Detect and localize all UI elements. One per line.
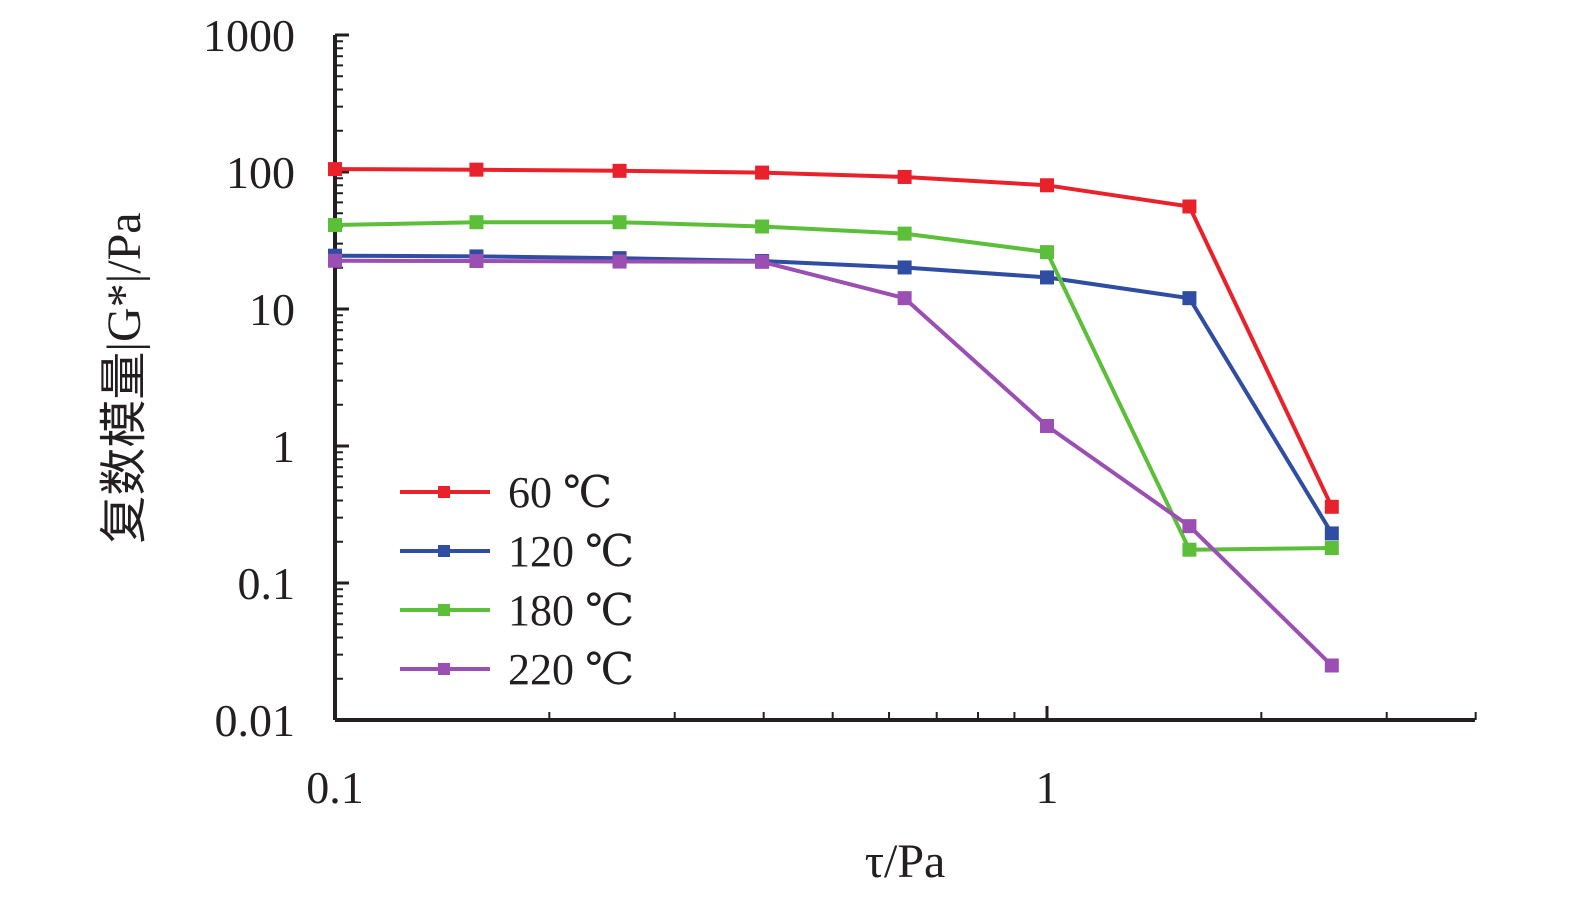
legend-item-3: 180 ℃ — [400, 586, 634, 635]
data-point — [1040, 270, 1054, 285]
legend-item-2: 120 ℃ — [400, 527, 634, 576]
series-3 — [328, 215, 1339, 557]
data-point — [1040, 418, 1054, 433]
data-point — [1324, 499, 1339, 514]
data-point — [328, 218, 342, 233]
legend-label: 180 ℃ — [508, 586, 634, 635]
data-point — [469, 254, 484, 269]
legend-marker — [438, 545, 450, 557]
data-point — [1040, 245, 1054, 260]
series-layer — [328, 162, 1339, 673]
data-point — [897, 226, 912, 241]
y-tick-label: 100 — [226, 147, 295, 198]
data-point — [1324, 658, 1339, 673]
y-tick-label: 1000 — [203, 10, 295, 61]
data-point — [1324, 526, 1339, 541]
data-point — [469, 215, 484, 230]
data-point — [469, 162, 484, 177]
y-tick-label: 0.01 — [215, 695, 296, 746]
series-line — [334, 253, 1334, 535]
series-4 — [328, 253, 1339, 673]
legend-item-4: 220 ℃ — [400, 645, 634, 694]
series-line — [334, 258, 1334, 667]
data-point — [897, 260, 912, 275]
data-point — [897, 169, 912, 184]
data-point — [1182, 542, 1197, 557]
y-tick-label: 10 — [249, 284, 295, 335]
data-point — [1040, 178, 1054, 193]
data-point — [1182, 291, 1197, 306]
series-2 — [328, 248, 1339, 541]
legend-marker — [438, 604, 450, 616]
data-point — [1182, 519, 1197, 534]
series-line — [334, 167, 1334, 508]
data-point — [1182, 199, 1197, 214]
legend-label: 120 ℃ — [508, 527, 634, 576]
data-point — [612, 254, 627, 269]
legend-label: 60 ℃ — [508, 468, 612, 517]
data-point — [612, 215, 627, 230]
data-point — [897, 291, 912, 306]
legend-label: 220 ℃ — [508, 645, 634, 694]
legend: 60 ℃ 120 ℃ 180 ℃ 220 ℃ — [400, 468, 634, 694]
data-point — [328, 162, 342, 177]
data-point — [755, 165, 770, 180]
y-tick-label: 1 — [272, 421, 295, 472]
legend-marker — [438, 663, 450, 675]
x-tick-label: 1 — [1036, 762, 1059, 813]
x-axis-title: τ/Pa — [865, 835, 946, 888]
data-point — [755, 219, 770, 234]
data-point — [612, 163, 627, 178]
series-line — [334, 220, 1332, 552]
y-axis-title: 复数模量|G*|/Pa — [98, 212, 151, 543]
data-point — [1324, 541, 1339, 556]
data-point — [328, 253, 342, 268]
x-tick-label: 0.1 — [306, 762, 364, 813]
legend-item-1: 60 ℃ — [400, 468, 612, 517]
series-1 — [328, 162, 1339, 514]
data-point — [755, 254, 770, 269]
y-tick-label: 0.1 — [238, 558, 296, 609]
legend-marker — [438, 486, 450, 498]
